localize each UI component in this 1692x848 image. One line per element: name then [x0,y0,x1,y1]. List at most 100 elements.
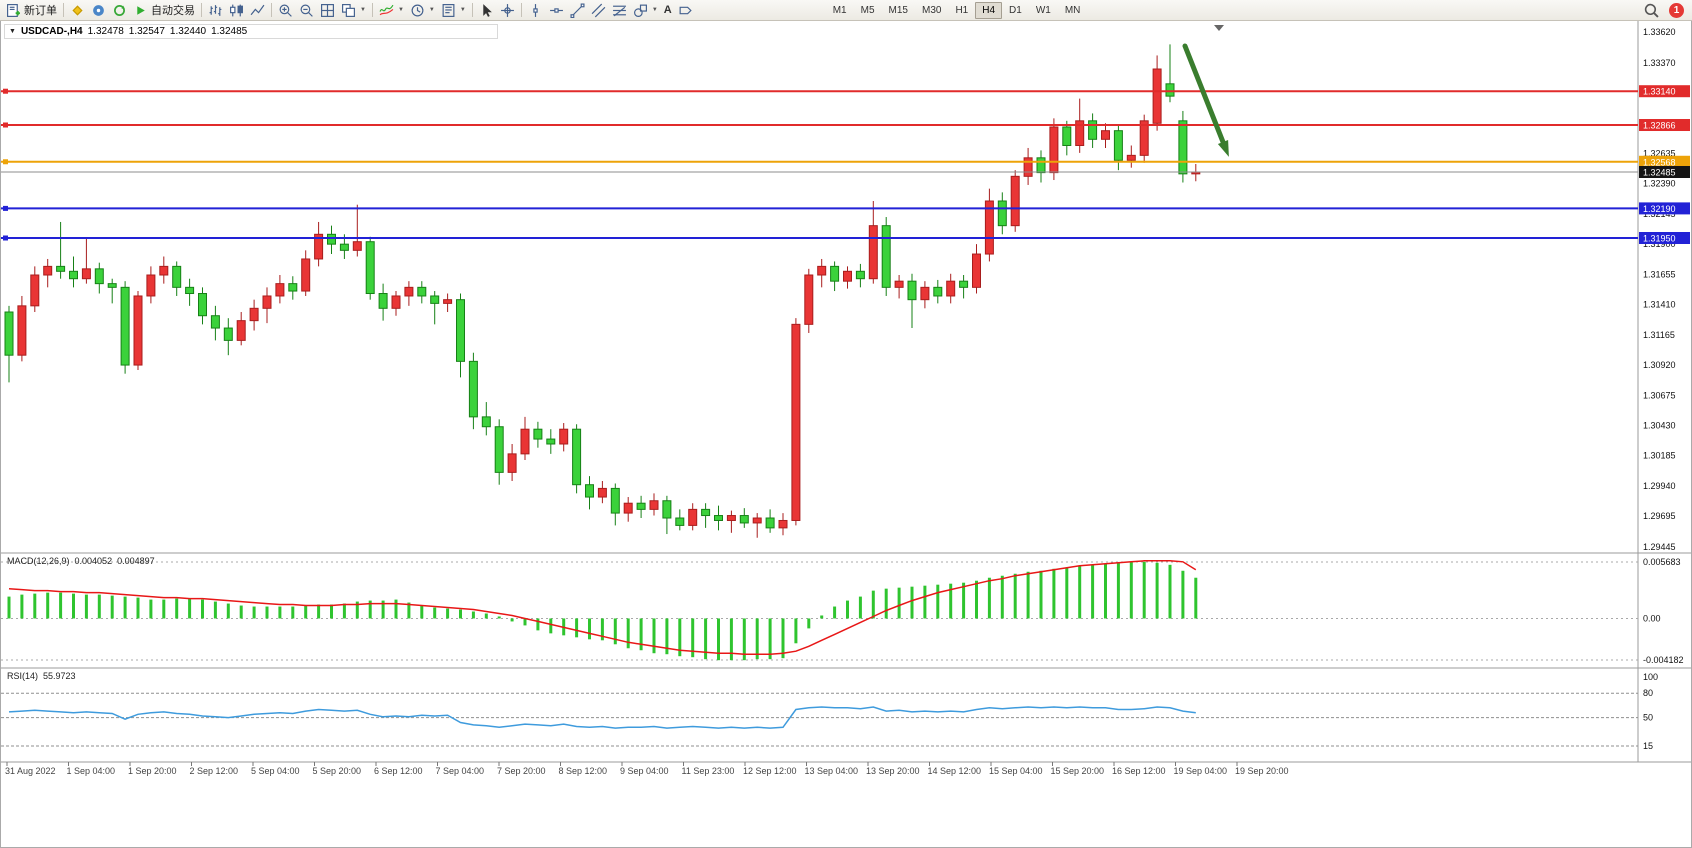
candle [417,281,427,304]
timeframe-m5[interactable]: M5 [860,4,875,16]
time-axis-label: 5 Sep 20:00 [313,766,362,776]
candle [597,481,607,504]
time-axis-label: 1 Sep 20:00 [128,766,177,776]
shapes-button[interactable]: ▼ [630,1,661,20]
price-axis-label: 1.29445 [1643,542,1676,552]
candle [997,192,1007,235]
candle [972,244,981,294]
crosshair-button[interactable] [497,1,518,20]
pivot-line-orange-handle[interactable] [3,159,8,165]
new-order-button[interactable]: 新订单 [3,1,60,20]
resistance-line-1-handle[interactable] [3,88,8,94]
timeframe-m15[interactable]: M15 [888,4,908,16]
arrange-windows-button[interactable]: ▼ [338,1,369,20]
zoom-in-button[interactable] [275,1,296,20]
candle [1088,113,1098,148]
candle [275,275,285,304]
price-label-1.33140-text: 1.33140 [1643,87,1676,97]
candle [778,513,788,536]
refresh-icon [112,3,127,18]
low-value: 1.32440 [169,26,207,37]
timeframe-d1[interactable]: D1 [1009,4,1022,16]
candle [1165,44,1175,103]
timeframe-h4[interactable]: H4 [975,1,1003,19]
bar-chart-button[interactable] [205,1,226,20]
periods-button[interactable]: ▼ [407,1,438,20]
trend-arrow-annotation[interactable] [1182,43,1226,145]
bid-price-label [1639,166,1690,179]
fibonacci-button[interactable] [609,1,630,20]
refresh-button[interactable] [109,1,130,20]
templates-button[interactable]: ▼ [438,1,469,20]
template-icon [441,3,456,18]
candle [881,217,891,296]
vertical-line-button[interactable] [525,1,546,20]
autotrading-button[interactable]: 自动交易 [130,1,198,20]
zoom-out-button[interactable] [296,1,317,20]
resistance-line-2-handle[interactable] [3,122,8,128]
timeframe-h1[interactable]: H1 [955,4,969,16]
hline-icon [549,3,564,18]
one-click-trading-toggle[interactable]: ▼ [9,28,16,35]
candle [456,293,465,378]
candle [610,483,620,526]
time-axis-label: 9 Sep 04:00 [620,766,669,776]
metaeditor-button[interactable] [67,1,88,20]
trendline-button[interactable] [567,1,588,20]
candle [56,221,66,279]
metaeditor-icon [70,3,85,18]
candle [507,444,517,482]
tile-icon [320,3,335,18]
candlestick-chart-button[interactable] [226,1,247,20]
chart-background[interactable] [1,21,1691,846]
time-axis-label: 7 Sep 20:00 [497,766,546,776]
toolbar-separator [201,3,202,17]
macd-signal-value: 0.004897 [117,556,155,566]
timeframe-m1[interactable]: M1 [832,4,847,16]
price-axis-label: 1.31655 [1643,269,1676,279]
chevron-down-icon: ▼ [459,7,466,13]
candle [494,419,504,485]
support-line-2-handle[interactable] [3,235,8,241]
candle [1023,147,1033,185]
line-chart-button[interactable] [247,1,268,20]
price-axis-label: 1.31900 [1643,239,1676,249]
candle [533,421,543,448]
search-button[interactable] [1641,1,1662,20]
candle [662,495,672,535]
candle [649,493,659,516]
tile-windows-button[interactable] [317,1,338,20]
chart-shift-marker[interactable] [1214,25,1224,31]
community-button[interactable] [88,1,109,20]
candle [726,510,736,533]
time-axis-label: 13 Sep 20:00 [866,766,920,776]
candle [636,495,646,519]
toolbar: 新订单 自动交易 ▼ ▼ ▼ ▼ ▼ A M1 M5 M15 M30 H1 H4 D1 W1 MN 1 [0,0,1692,21]
vline-icon [528,3,543,18]
chart-canvas[interactable]: 1.336201.333701.326351.323901.321451.319… [1,21,1691,846]
cursor-button[interactable] [476,1,497,20]
timeframe-w1[interactable]: W1 [1035,4,1051,16]
horizontal-line-button[interactable] [546,1,567,20]
text-button[interactable]: A [661,1,675,20]
notification-badge[interactable]: 1 [1669,2,1684,18]
price-label-1.31950-text: 1.31950 [1643,234,1676,244]
timeframe-m30[interactable]: M30 [921,4,942,16]
indicators-button[interactable]: ▼ [376,1,407,20]
candle [585,476,594,510]
text-label-button[interactable] [675,1,696,20]
candle [907,273,917,329]
rsi-value: 55.9723 [43,671,76,681]
candle [546,429,556,454]
equidistant-channel-button[interactable] [588,1,609,20]
rsi-line [8,706,1196,729]
timeframe-mn[interactable]: MN [1064,4,1081,16]
candle [572,424,582,494]
label-icon [678,3,693,18]
trend-arrow-head[interactable] [1217,140,1229,157]
price-label-1.32190-text: 1.32190 [1643,204,1676,214]
price-label-1.32568-text: 1.32568 [1643,157,1676,167]
candle [817,258,827,288]
toolbar-left-group: 新订单 自动交易 ▼ ▼ ▼ ▼ ▼ A [3,0,696,20]
support-line-1-handle[interactable] [3,205,8,211]
